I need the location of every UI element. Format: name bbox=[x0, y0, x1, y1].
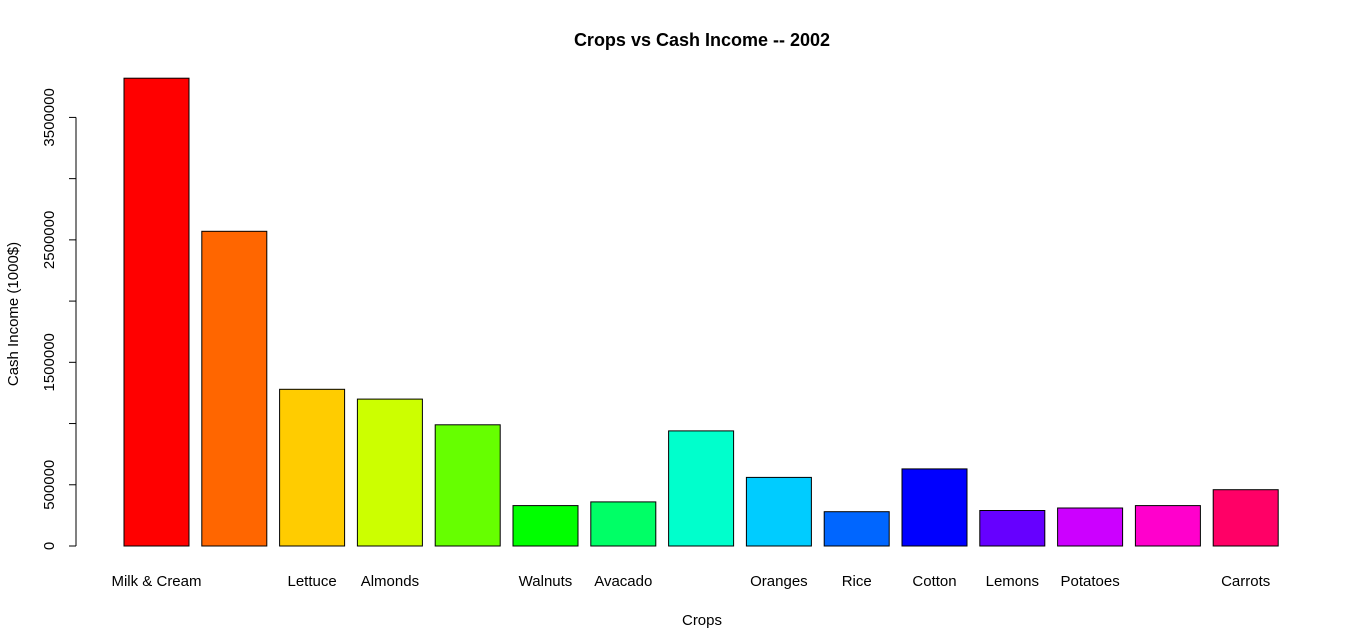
y-tick-label: 500000 bbox=[41, 460, 58, 510]
y-tick-label: 1500000 bbox=[41, 333, 58, 391]
y-tick-label: 3500000 bbox=[41, 88, 58, 146]
bar bbox=[823, 511, 890, 547]
x-tick-label: Carrots bbox=[1221, 573, 1270, 590]
bar bbox=[590, 501, 657, 547]
y-tick-label: 2500000 bbox=[41, 211, 58, 269]
x-tick-label: Walnuts bbox=[519, 573, 573, 590]
bars-group bbox=[123, 77, 1279, 547]
bar bbox=[512, 505, 579, 547]
bar bbox=[123, 77, 190, 547]
bar bbox=[201, 230, 268, 547]
x-tick-label: Avacado bbox=[594, 573, 652, 590]
x-tick-label: Almonds bbox=[361, 573, 419, 590]
bar bbox=[434, 424, 501, 547]
x-axis-label: Crops bbox=[682, 612, 722, 629]
x-tick-label: Rice bbox=[842, 573, 872, 590]
x-tick-label: Potatoes bbox=[1060, 573, 1119, 590]
y-tick-label: 0 bbox=[41, 542, 58, 550]
bar bbox=[745, 476, 812, 547]
x-tick-label: Oranges bbox=[750, 573, 808, 590]
bar bbox=[668, 430, 735, 547]
y-axis: 0 500000 1500000 2500000 3500000 bbox=[41, 88, 77, 550]
bar bbox=[979, 510, 1046, 547]
x-category-labels: Milk & Cream Lettuce Almonds Walnuts Avacado… bbox=[111, 573, 1270, 590]
bar bbox=[1212, 489, 1279, 547]
x-tick-label: Milk & Cream bbox=[111, 573, 201, 590]
bar bbox=[356, 398, 423, 547]
bar bbox=[901, 468, 968, 547]
y-axis-label: Cash Income (1000$) bbox=[5, 242, 22, 386]
x-tick-label: Lettuce bbox=[287, 573, 336, 590]
chart-title: Crops vs Cash Income -- 2002 bbox=[574, 30, 830, 50]
x-tick-label: Lemons bbox=[986, 573, 1039, 590]
x-tick-label: Cotton bbox=[912, 573, 956, 590]
bar bbox=[279, 388, 346, 547]
bar bbox=[1057, 507, 1124, 547]
bar bbox=[1134, 505, 1201, 547]
